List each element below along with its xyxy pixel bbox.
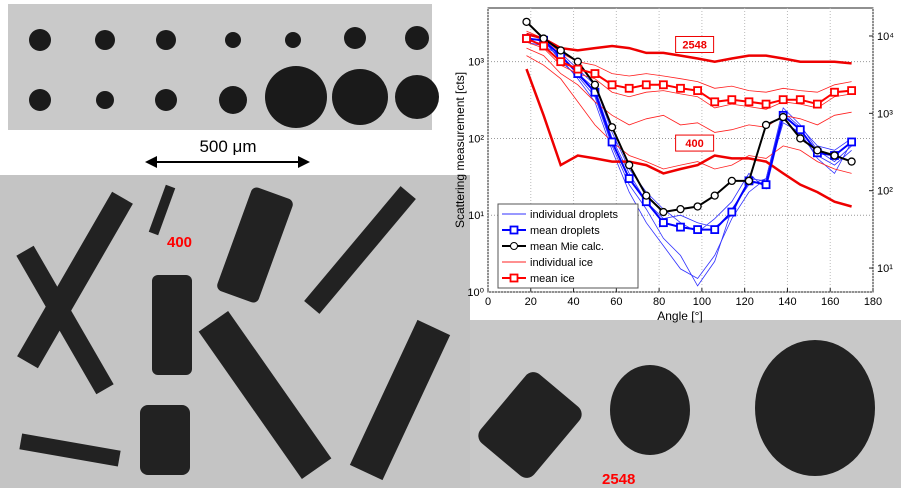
highlight-label-box [675,134,715,152]
point [573,64,583,74]
line [526,35,852,287]
highlight-line [525,68,852,208]
point [813,146,822,155]
point [761,180,771,190]
point [539,41,549,51]
point [607,137,617,147]
x-tick-label: 100 [693,296,711,308]
point [693,225,703,234]
droplets [29,26,439,128]
point [847,157,856,166]
x-tick-label: 40 [567,296,579,308]
crystals [16,184,875,481]
point [727,95,737,105]
legend-label: individual ice [530,257,593,269]
y2-tick-label: 10¹ [877,263,893,275]
x-tick-label: 180 [864,296,882,308]
highlight-line [526,32,852,65]
point [727,207,737,217]
point [830,151,839,160]
point [727,176,736,186]
x-tick-label: 160 [821,296,839,308]
point [522,17,531,27]
point [624,174,634,183]
x-tick-label: 80 [653,296,665,308]
point [778,95,788,105]
point [658,80,668,90]
point [676,204,685,214]
point [607,123,617,132]
point [830,87,839,97]
point [761,99,771,109]
point [796,134,805,143]
y-tick-label: 10³ [468,57,484,69]
legend-label: individual droplets [530,209,619,221]
y-axis-title: Scattering measurement [cts] [453,72,467,228]
highlight-label: 2548 [682,39,706,51]
legend-label: mean droplets [530,225,600,237]
point [710,97,720,107]
point [522,34,531,43]
point [795,125,805,135]
y-tick-label: 10¹ [468,210,484,222]
y2-tick-label: 10⁴ [877,31,894,43]
point [539,34,548,43]
legend-marker [509,225,519,235]
point [693,86,703,95]
point [624,83,634,93]
point [676,83,685,93]
highlight-label: 400 [685,138,703,150]
point [659,207,668,217]
y2-tick-label: 10² [877,186,893,198]
highlight-label-box [675,35,715,53]
crystal-label: 2548 [602,471,635,488]
point [795,95,805,105]
x-axis-title: Angle [°] [657,309,703,323]
point [744,97,754,107]
point [847,137,857,147]
x-tick-label: 0 [485,296,491,308]
point [710,191,719,200]
point [642,191,651,200]
y-tick-label: 10⁰ [467,287,484,299]
x-tick-label: 120 [735,296,753,308]
line [526,55,852,174]
point [676,222,685,232]
photos: 500 μm 400 2548 [0,4,901,488]
point [761,120,771,130]
point [812,99,822,109]
point [641,80,651,90]
point [590,69,600,78]
point [590,80,600,89]
line [526,47,852,133]
point [658,218,668,228]
y2-tick-label: 10³ [877,108,893,120]
y-tick-label: 10² [468,133,484,145]
point [607,80,617,90]
x-tick-label: 20 [525,296,537,308]
x-tick-label: 60 [610,296,622,308]
point [744,176,754,186]
legend-label: mean ice [530,273,575,285]
point [847,86,857,95]
point [625,160,634,170]
point [710,225,720,234]
line [526,36,852,280]
crystal-label: 400 [167,234,192,251]
legend-label: mean Mie calc. [530,241,604,253]
point [556,46,565,55]
point [779,112,788,122]
point [556,57,566,67]
x-tick-label: 140 [778,296,796,308]
point [693,202,702,211]
point [573,57,582,66]
legend-marker [509,273,519,283]
legend-marker [510,242,518,250]
scale-label: 500 μm [199,137,256,156]
